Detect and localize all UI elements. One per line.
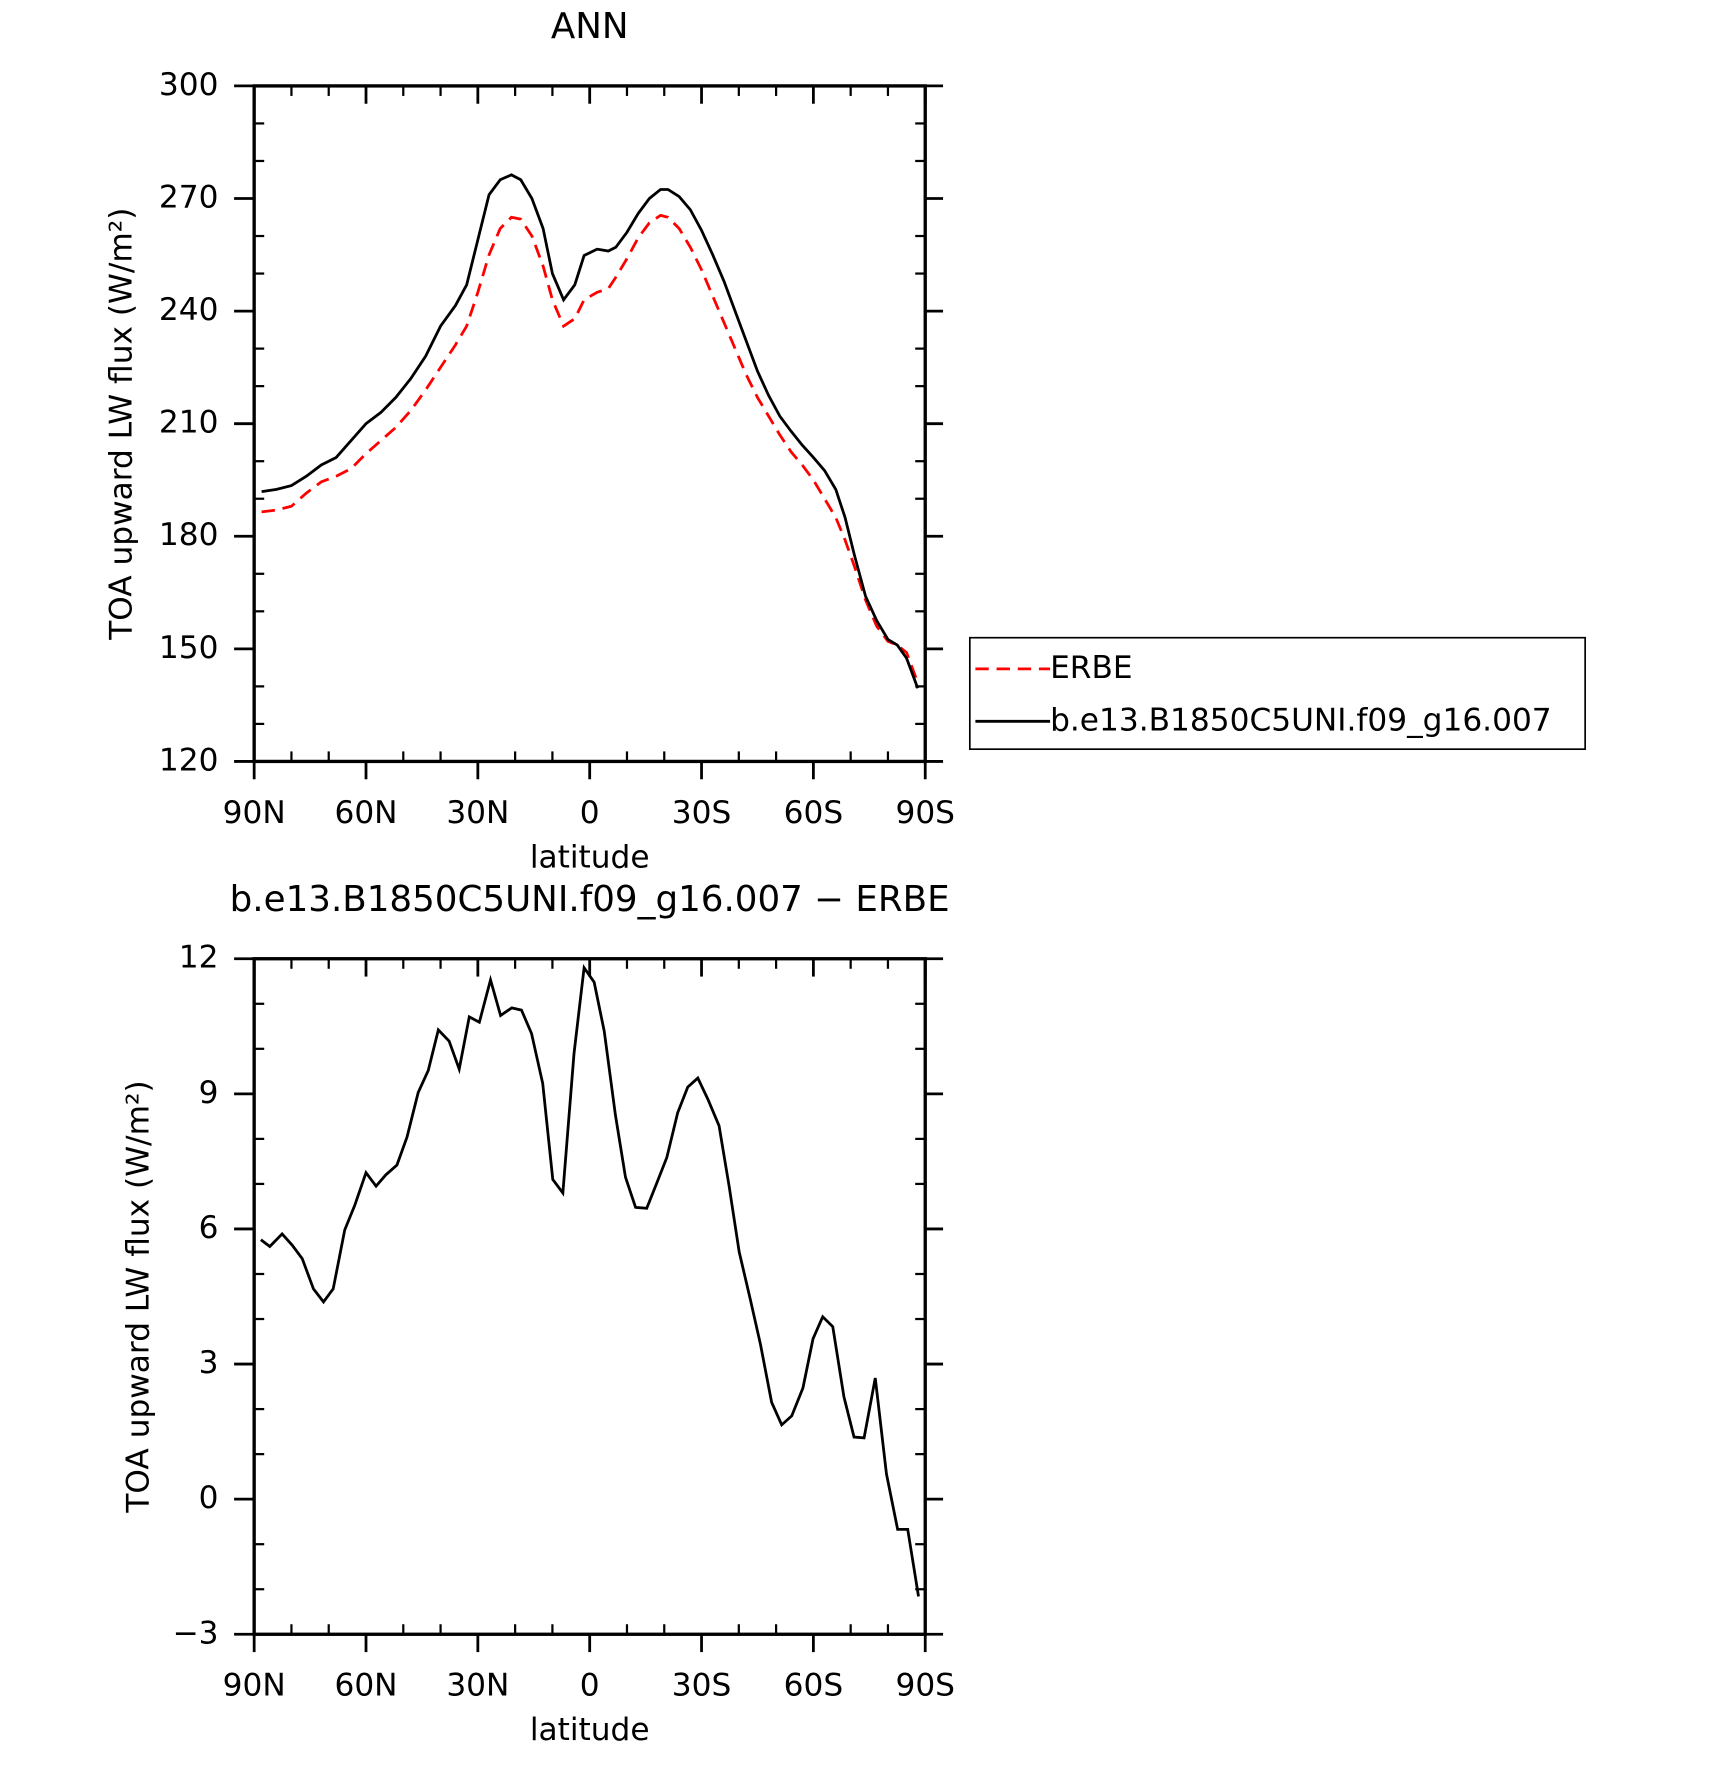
legend-label: b.e13.B1850C5UNI.f09_g16.007 xyxy=(1050,702,1552,738)
y-axis-title: TOA upward LW flux (W/m²) xyxy=(104,208,140,641)
y-tick-label: 0 xyxy=(199,1480,219,1516)
chart-title: b.e13.B1850C5UNI.f09_g16.007 − ERBE xyxy=(230,879,950,920)
plot-frame xyxy=(252,957,927,1636)
y-tick-label: 210 xyxy=(159,405,219,441)
y-tick-label: 150 xyxy=(159,630,219,666)
x-tick-label: 0 xyxy=(580,795,600,831)
x-tick-label: 30S xyxy=(672,795,732,831)
x-tick-label: 30N xyxy=(446,795,509,831)
data-line xyxy=(260,963,920,1597)
x-tick-label: 30N xyxy=(446,1668,509,1704)
legend-label: ERBE xyxy=(1050,650,1133,686)
x-tick-label: 0 xyxy=(580,1668,600,1704)
x-axis-title: latitude xyxy=(530,839,650,875)
x-tick-label: 60N xyxy=(334,1668,397,1704)
y-tick-label: 180 xyxy=(159,517,219,553)
y-tick-label: −3 xyxy=(172,1615,218,1651)
y-tick-label: 120 xyxy=(159,742,219,778)
x-axis-title: latitude xyxy=(530,1712,650,1748)
x-tick-label: 90S xyxy=(895,1668,955,1704)
y-tick-label: 240 xyxy=(159,292,219,328)
y-axis-title: TOA upward LW flux (W/m²) xyxy=(120,1080,156,1513)
x-tick-label: 90N xyxy=(223,1668,286,1704)
chart-title: ANN xyxy=(551,6,629,47)
y-tick-label: 270 xyxy=(159,179,219,215)
y-tick-label: 300 xyxy=(159,67,219,103)
legend-box xyxy=(968,636,1586,751)
y-tick-label: 9 xyxy=(199,1075,219,1111)
x-tick-label: 60S xyxy=(784,795,844,831)
x-tick-label: 60N xyxy=(334,795,397,831)
y-tick-label: 6 xyxy=(199,1210,219,1246)
x-tick-label: 60S xyxy=(784,1668,844,1704)
x-tick-label: 90N xyxy=(223,795,286,831)
data-line xyxy=(261,173,920,689)
y-tick-label: 12 xyxy=(179,940,219,976)
data-line xyxy=(261,213,920,684)
y-tick-label: 3 xyxy=(199,1345,219,1381)
x-tick-label: 30S xyxy=(672,1668,732,1704)
plot-frame xyxy=(252,84,927,764)
x-tick-label: 90S xyxy=(895,795,955,831)
